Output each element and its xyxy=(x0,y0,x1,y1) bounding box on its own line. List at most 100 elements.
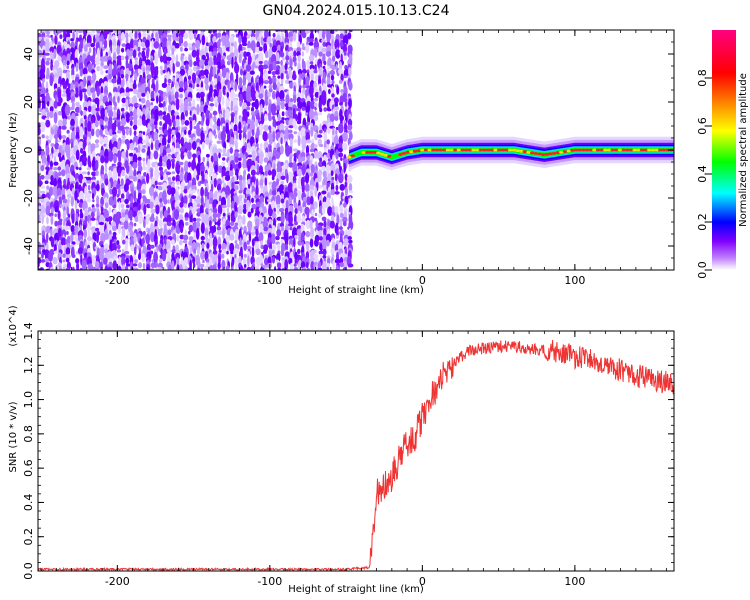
noise-cell xyxy=(292,31,297,42)
noise-cell xyxy=(343,202,347,209)
noise-cell xyxy=(86,198,92,203)
y-tick-label: 40 xyxy=(22,47,35,61)
noise-cell xyxy=(271,45,277,53)
noise-cell xyxy=(328,88,331,95)
noise-cell xyxy=(267,91,272,98)
noise-cell xyxy=(45,135,49,140)
noise-cell xyxy=(268,115,272,122)
noise-cell xyxy=(248,30,252,36)
noise-cell xyxy=(184,56,188,60)
noise-cell xyxy=(191,195,197,200)
noise-cell xyxy=(348,239,353,244)
noise-cell xyxy=(280,247,285,257)
noise-cell xyxy=(163,106,167,113)
noise-cell xyxy=(346,124,353,131)
noise-cell xyxy=(233,123,238,133)
noise-cell xyxy=(196,203,201,208)
noise-cell xyxy=(192,153,197,159)
noise-cell xyxy=(325,164,330,175)
noise-cell xyxy=(71,74,75,80)
noise-cell xyxy=(164,62,168,73)
noise-cell xyxy=(225,234,230,243)
noise-cell xyxy=(206,125,210,131)
noise-cell xyxy=(167,229,172,236)
noise-cell xyxy=(95,170,99,177)
noise-cell xyxy=(45,47,51,52)
noise-cell xyxy=(65,33,71,38)
noise-cell xyxy=(292,162,298,174)
noise-cell xyxy=(38,145,42,156)
noise-cell xyxy=(212,212,218,219)
noise-cell xyxy=(246,111,250,117)
noise-cell xyxy=(134,72,138,82)
noise-cell xyxy=(287,129,293,134)
noise-cell xyxy=(159,169,164,178)
noise-cell xyxy=(41,213,44,225)
noise-cell xyxy=(162,69,166,74)
noise-cell xyxy=(175,252,181,260)
noise-cell xyxy=(196,66,201,70)
noise-cell xyxy=(206,258,210,265)
noise-cell xyxy=(100,155,105,164)
noise-cell xyxy=(87,171,90,176)
noise-cell xyxy=(234,56,237,63)
noise-cell xyxy=(180,136,185,147)
noise-cell xyxy=(284,63,288,71)
spectrogram-x-label: Height of straight line (km) xyxy=(288,285,424,296)
noise-cell xyxy=(45,258,49,264)
noise-cell xyxy=(182,240,188,244)
noise-cell xyxy=(50,127,55,136)
noise-cell xyxy=(58,134,62,141)
noise-cell xyxy=(188,222,193,226)
noise-cell xyxy=(128,209,134,220)
noise-cell xyxy=(271,225,276,234)
noise-cell xyxy=(251,238,255,247)
noise-cell xyxy=(151,123,154,133)
noise-cell xyxy=(281,111,285,117)
noise-cell xyxy=(142,166,147,171)
noise-cell xyxy=(121,169,126,177)
noise-cell xyxy=(171,249,177,254)
noise-cell xyxy=(193,262,196,268)
noise-cell xyxy=(330,74,335,81)
noise-cell xyxy=(289,82,294,89)
noise-cell xyxy=(170,100,176,107)
noise-cell xyxy=(239,152,244,159)
noise-cell xyxy=(62,69,68,74)
noise-cell xyxy=(45,174,50,180)
noise-cell xyxy=(183,126,188,131)
noise-cell xyxy=(87,263,93,270)
noise-cell xyxy=(158,126,163,131)
noise-cell xyxy=(330,170,334,177)
noise-cell xyxy=(191,207,196,215)
noise-cell xyxy=(293,202,298,209)
noise-cell xyxy=(117,140,121,150)
noise-cell xyxy=(205,42,209,47)
noise-cell xyxy=(208,131,213,142)
noise-cell xyxy=(302,267,307,270)
noise-cell xyxy=(158,110,163,118)
noise-cell xyxy=(175,61,181,68)
noise-cell xyxy=(158,219,163,228)
noise-cell xyxy=(86,180,92,184)
signal-ridge-peak xyxy=(522,150,527,154)
noise-cell xyxy=(151,32,154,40)
noise-cell xyxy=(179,264,183,270)
noise-cell xyxy=(121,150,127,159)
noise-cell xyxy=(91,128,95,137)
noise-cell xyxy=(75,258,80,264)
noise-cell xyxy=(86,167,91,171)
noise-cell xyxy=(99,225,105,234)
noise-cell xyxy=(280,78,284,85)
noise-cell xyxy=(159,65,163,70)
noise-cell xyxy=(78,167,82,171)
noise-cell xyxy=(66,60,70,66)
noise-cell xyxy=(62,253,67,258)
noise-cell xyxy=(138,32,142,40)
noise-cell xyxy=(123,220,129,230)
noise-cell xyxy=(248,233,252,243)
noise-cell xyxy=(179,201,184,208)
noise-cell xyxy=(103,209,110,220)
noise-cell xyxy=(217,204,223,216)
noise-cell xyxy=(127,231,130,236)
